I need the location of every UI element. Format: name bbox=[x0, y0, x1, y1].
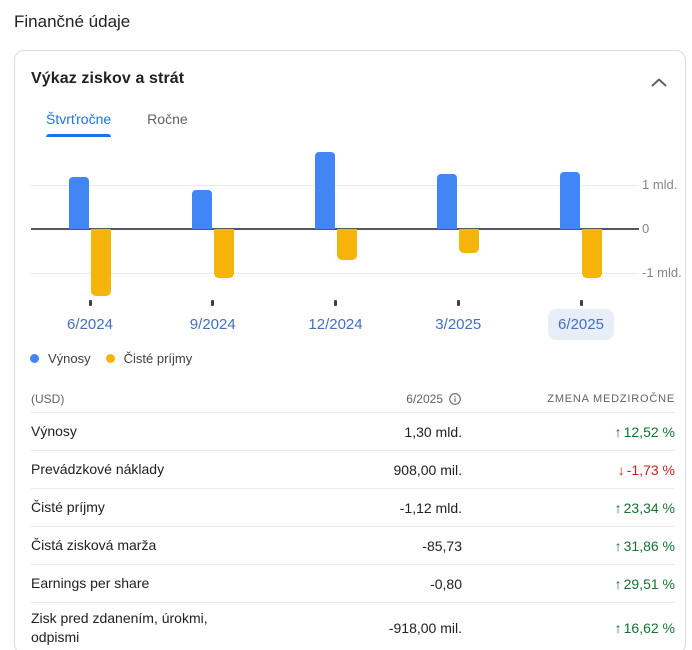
revenue-bar-9-2024[interactable] bbox=[192, 190, 212, 229]
col-header-currency: (USD) bbox=[31, 392, 302, 406]
table-row: Prevádzkové náklady 908,00 mil. ↓-1,73 % bbox=[31, 451, 675, 489]
net-income-bar-9-2024[interactable] bbox=[214, 229, 234, 278]
page-title: Finančné údaje bbox=[14, 12, 130, 32]
metric-change: ↑29,51 % bbox=[615, 576, 675, 592]
x-axis-tick bbox=[457, 300, 460, 306]
arrow-up-icon: ↑ bbox=[615, 424, 622, 440]
metric-change: ↑23,34 % bbox=[615, 500, 675, 516]
y-axis-label: 0 bbox=[642, 221, 686, 236]
tab-yearly[interactable]: Ročne bbox=[147, 111, 187, 137]
x-label-6-2024[interactable]: 6/2024 bbox=[57, 309, 123, 340]
arrow-up-icon: ↑ bbox=[615, 576, 622, 592]
metric-value: -85,73 bbox=[422, 538, 462, 554]
table-row: Čistá zisková marža -85,73 ↑31,86 % bbox=[31, 527, 675, 565]
metric-change: ↓-1,73 % bbox=[618, 462, 675, 478]
metric-label: Čistá zisková marža bbox=[31, 536, 231, 555]
page: Finančné údaje Výkaz ziskov a strát Štvr… bbox=[0, 0, 692, 650]
income-chart: 1 mld. 0 -1 mld. 6/2024 9/2024 12/2024 3/2025… bbox=[15, 141, 685, 367]
metric-value: -1,12 mld. bbox=[400, 500, 462, 516]
arrow-up-icon: ↑ bbox=[615, 538, 622, 554]
change-percent: 31,86 % bbox=[624, 538, 675, 554]
table-row: Čisté príjmy -1,12 mld. ↑23,34 % bbox=[31, 489, 675, 527]
chart-plot: 1 mld. 0 -1 mld. bbox=[15, 141, 685, 307]
change-percent: 23,34 % bbox=[624, 500, 675, 516]
x-label-6-2025[interactable]: 6/2025 bbox=[548, 309, 614, 340]
x-label-12-2024[interactable]: 12/2024 bbox=[298, 309, 372, 340]
income-statement-card: Výkaz ziskov a strát Štvrťročne Ročne 1 m… bbox=[14, 50, 686, 650]
collapse-button[interactable] bbox=[649, 71, 669, 94]
arrow-up-icon: ↑ bbox=[615, 620, 622, 636]
table-row: Earnings per share -0,80 ↑29,51 % bbox=[31, 565, 675, 603]
x-axis-tick bbox=[211, 300, 214, 306]
change-percent: -1,73 % bbox=[627, 462, 675, 478]
metric-value: -0,80 bbox=[430, 576, 462, 592]
card-header: Výkaz ziskov a strát bbox=[15, 51, 685, 94]
x-label-3-2025[interactable]: 3/2025 bbox=[425, 309, 491, 340]
metric-change: ↑16,62 % bbox=[615, 620, 675, 636]
legend-label: Výnosy bbox=[48, 351, 91, 366]
gridline bbox=[31, 273, 639, 274]
legend-item: Výnosy bbox=[30, 351, 91, 366]
x-axis-tick bbox=[89, 300, 92, 306]
arrow-down-icon: ↓ bbox=[618, 462, 625, 478]
metric-change: ↑31,86 % bbox=[615, 538, 675, 554]
card-title: Výkaz ziskov a strát bbox=[31, 70, 184, 88]
legend-dot-icon bbox=[106, 354, 115, 363]
table-row: Výnosy 1,30 mld. ↑12,52 % bbox=[31, 413, 675, 451]
net-income-bar-6-2025[interactable] bbox=[582, 229, 602, 278]
zero-axis-line bbox=[31, 228, 639, 230]
revenue-bar-6-2025[interactable] bbox=[560, 172, 580, 229]
metric-label: Zisk pred zdanením, úrokmi, odpismi bbox=[31, 609, 231, 647]
net-income-bar-12-2024[interactable] bbox=[337, 229, 357, 260]
revenue-bar-3-2025[interactable] bbox=[437, 174, 457, 229]
legend-label: Čisté príjmy bbox=[124, 351, 193, 366]
legend-item: Čisté príjmy bbox=[106, 351, 193, 366]
change-percent: 29,51 % bbox=[624, 576, 675, 592]
revenue-bar-6-2024[interactable] bbox=[69, 177, 89, 229]
metric-value: 908,00 mil. bbox=[394, 462, 462, 478]
x-label-9-2024[interactable]: 9/2024 bbox=[180, 309, 246, 340]
col-header-change: ZMENA MEDZIROČNE bbox=[547, 393, 675, 405]
chevron-up-icon bbox=[651, 78, 667, 87]
metric-label: Prevádzkové náklady bbox=[31, 460, 231, 479]
info-button[interactable] bbox=[448, 392, 462, 406]
gridline bbox=[31, 185, 639, 186]
x-axis-tick bbox=[334, 300, 337, 306]
y-axis-label: 1 mld. bbox=[642, 177, 686, 192]
table-header-row: (USD) 6/2025 ZMENA MEDZIROČNE bbox=[31, 385, 675, 413]
financial-table: (USD) 6/2025 ZMENA MEDZIROČNE Výnosy 1,30… bbox=[15, 385, 685, 650]
metric-value: -918,00 mil. bbox=[389, 620, 462, 636]
y-axis-label: -1 mld. bbox=[642, 265, 686, 280]
metric-label: Čisté príjmy bbox=[31, 498, 231, 517]
x-axis-tick bbox=[580, 300, 583, 306]
revenue-bar-12-2024[interactable] bbox=[315, 152, 335, 229]
col-header-period: 6/2025 bbox=[406, 392, 462, 406]
metric-label: Earnings per share bbox=[31, 574, 231, 593]
table-row: Zisk pred zdanením, úrokmi, odpismi -918,… bbox=[31, 603, 675, 650]
tabs: Štvrťročne Ročne bbox=[15, 111, 685, 137]
metric-label: Výnosy bbox=[31, 422, 231, 441]
table-body: Výnosy1,30 mld.↑12,52 %Prevádzkové nákla… bbox=[31, 413, 675, 650]
tab-quarterly[interactable]: Štvrťročne bbox=[46, 111, 111, 137]
metric-change: ↑12,52 % bbox=[615, 424, 675, 440]
arrow-up-icon: ↑ bbox=[615, 500, 622, 516]
info-icon bbox=[448, 392, 462, 406]
metric-value: 1,30 mld. bbox=[404, 424, 462, 440]
net-income-bar-6-2024[interactable] bbox=[91, 229, 111, 296]
legend-dot-icon bbox=[30, 354, 39, 363]
change-percent: 16,62 % bbox=[624, 620, 675, 636]
net-income-bar-3-2025[interactable] bbox=[459, 229, 479, 253]
change-percent: 12,52 % bbox=[624, 424, 675, 440]
chart-x-axis: 6/2024 9/2024 12/2024 3/2025 6/2025 bbox=[15, 307, 685, 345]
chart-legend: Výnosy Čisté príjmy bbox=[30, 349, 685, 367]
period-label: 6/2025 bbox=[406, 392, 443, 406]
